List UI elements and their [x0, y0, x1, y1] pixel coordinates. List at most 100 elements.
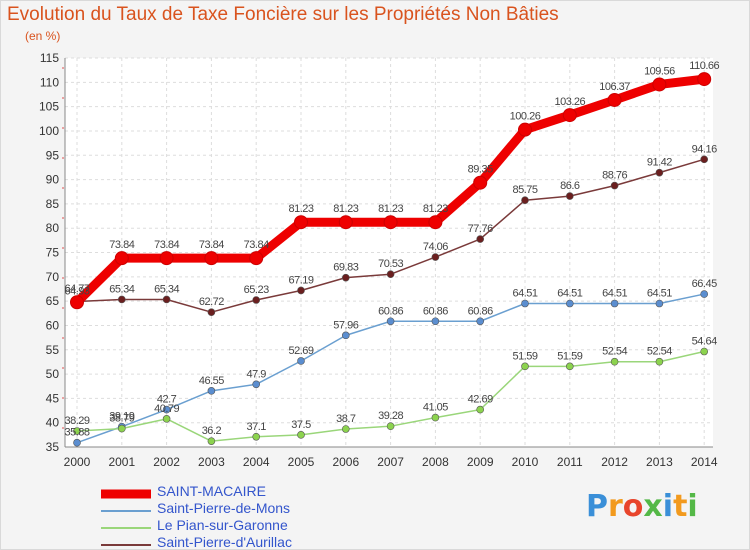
data-label: 66.45: [692, 278, 717, 290]
y-tick-label: 100: [39, 124, 59, 138]
data-label: 74.06: [423, 241, 448, 253]
data-label: 65.34: [109, 283, 134, 295]
logo-letter: P: [586, 489, 608, 524]
x-tick-label: 2012: [601, 455, 628, 469]
data-point: [207, 308, 216, 317]
data-label: 64.51: [512, 288, 537, 300]
data-label: 64.51: [557, 288, 582, 300]
data-point: [114, 251, 129, 266]
proxiti-logo: Proxiti: [586, 489, 698, 524]
data-point: [383, 215, 398, 230]
data-point: [700, 155, 709, 164]
data-point: [249, 251, 264, 266]
data-point: [252, 296, 260, 304]
data-label: 52.54: [602, 346, 627, 358]
data-label: 39.19: [109, 411, 134, 423]
data-label: 52.54: [647, 346, 672, 358]
data-label: 64.93: [64, 285, 89, 297]
legend-swatch: [101, 489, 151, 498]
logo-letter: x: [643, 489, 663, 524]
y-tick-label: 70: [46, 270, 60, 284]
data-label: 64.51: [647, 288, 672, 300]
data-point: [476, 405, 485, 414]
data-label: 65.23: [244, 284, 269, 296]
data-label: 73.84: [154, 239, 179, 251]
x-tick-label: 2013: [646, 455, 673, 469]
x-tick-label: 2011: [557, 455, 583, 469]
x-tick-label: 2006: [332, 455, 359, 469]
data-point: [476, 317, 485, 326]
data-label: 47.9: [246, 368, 266, 380]
data-label: 73.84: [244, 239, 269, 251]
data-label: 51.59: [512, 350, 537, 362]
data-label: 46.55: [199, 375, 224, 387]
data-point: [428, 215, 443, 230]
data-point: [70, 295, 84, 310]
data-point: [565, 192, 574, 200]
data-label: 69.83: [333, 262, 358, 274]
x-tick-label: 2007: [377, 455, 404, 469]
x-tick-label: 2002: [153, 455, 180, 469]
data-point: [297, 286, 305, 295]
y-tick-label: 60: [46, 318, 60, 332]
y-tick-label: 35: [46, 440, 60, 454]
data-point: [204, 251, 219, 266]
data-label: 38.29: [64, 415, 89, 427]
data-label: 91.42: [647, 157, 672, 169]
x-tick-label: 2009: [467, 455, 494, 469]
logo-letter: o: [622, 489, 644, 524]
data-label: 62.72: [199, 296, 224, 308]
data-label: 64.51: [602, 288, 627, 300]
data-label: 60.86: [468, 305, 493, 317]
data-point: [118, 295, 126, 304]
data-label: 88.76: [602, 170, 627, 182]
data-label: 100.26: [510, 111, 541, 123]
data-label: 52.69: [288, 345, 313, 357]
data-point: [610, 181, 619, 190]
data-point: [700, 290, 709, 298]
data-point: [159, 251, 174, 266]
data-point: [473, 175, 488, 190]
data-label: 109.56: [644, 65, 675, 77]
data-point: [162, 415, 171, 423]
data-point: [610, 357, 619, 366]
x-tick-label: 2010: [512, 455, 539, 469]
y-tick-label: 105: [39, 100, 59, 114]
data-point: [700, 347, 709, 356]
data-point: [297, 431, 305, 439]
data-point: [607, 92, 622, 107]
data-label: 37.1: [246, 421, 266, 433]
data-point: [521, 362, 529, 371]
data-label: 103.26: [554, 96, 585, 108]
data-label: 57.96: [333, 319, 358, 331]
data-point: [207, 387, 216, 395]
data-label: 38.79: [109, 413, 134, 425]
legend-swatch: [101, 509, 151, 512]
y-axis-unit-label: (en %): [25, 29, 61, 43]
y-tick-label: 95: [46, 148, 60, 162]
x-tick-label: 2000: [64, 455, 91, 469]
data-point: [207, 437, 216, 445]
y-tick-label: 45: [46, 391, 60, 405]
y-tick-label: 40: [46, 416, 60, 430]
x-tick-label: 2001: [108, 455, 135, 469]
y-tick-label: 75: [46, 246, 60, 260]
x-tick-label: 2004: [243, 455, 270, 469]
y-tick-label: 80: [46, 221, 60, 235]
data-point: [476, 235, 485, 243]
data-label: 40.79: [154, 403, 179, 415]
data-label: 60.86: [423, 305, 448, 317]
data-point: [431, 253, 440, 261]
legend-label: Saint-Pierre-de-Mons: [157, 500, 291, 516]
data-point: [610, 299, 619, 308]
data-point: [521, 299, 529, 308]
data-label: 41.05: [423, 402, 448, 414]
data-point: [294, 215, 308, 230]
logo-letter: i: [687, 489, 698, 524]
data-point: [73, 427, 81, 435]
data-label: 81.23: [378, 203, 403, 215]
data-point: [386, 270, 395, 279]
legend-label: Saint-Pierre-d'Aurillac: [157, 534, 292, 550]
